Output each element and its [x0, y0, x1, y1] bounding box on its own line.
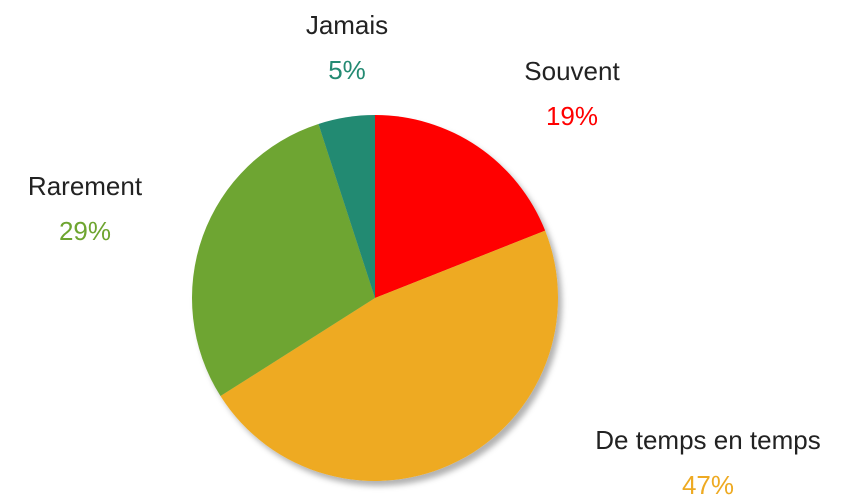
slice-value-label: 5% [328, 55, 366, 85]
slice-label: Souvent [524, 56, 620, 86]
pie-slice [192, 123, 375, 397]
pie-slice [375, 115, 546, 298]
slice-label: De temps en temps [595, 425, 820, 455]
slice-value-label: 29% [59, 216, 111, 246]
pie-slice [220, 230, 559, 481]
slice-label: Rarement [28, 171, 143, 201]
slice-value-label: 19% [546, 101, 598, 131]
pie [192, 115, 559, 481]
slice-value-label: 47% [682, 470, 734, 498]
pie-slice [318, 115, 375, 298]
slice-label: Jamais [306, 10, 388, 40]
